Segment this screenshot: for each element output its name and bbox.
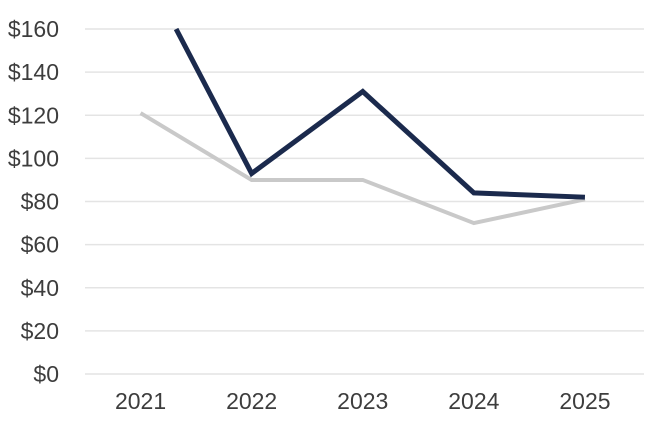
y-axis-tick-label: $120: [8, 102, 59, 128]
x-axis-label: 2025: [559, 388, 610, 414]
y-axis-tick-label: $140: [8, 59, 59, 85]
x-axis-label: 2023: [337, 388, 388, 414]
y-axis-tick-label: $60: [21, 232, 59, 258]
navy-series-line: [173, 27, 586, 200]
y-axis-tick-label: $100: [8, 145, 59, 171]
y-axis-tick-label: $160: [8, 16, 59, 42]
y-axis-tick-label: $20: [21, 318, 59, 344]
x-axis-label: 2022: [226, 388, 277, 414]
x-axis-label: 2021: [115, 388, 166, 414]
x-axis-label: 2024: [448, 388, 499, 414]
gray-series-line: [139, 111, 586, 226]
y-axis-tick-label: $80: [21, 189, 59, 215]
y-axis-tick-label: $0: [33, 361, 59, 387]
y-axis-tick-label: $40: [21, 275, 59, 301]
